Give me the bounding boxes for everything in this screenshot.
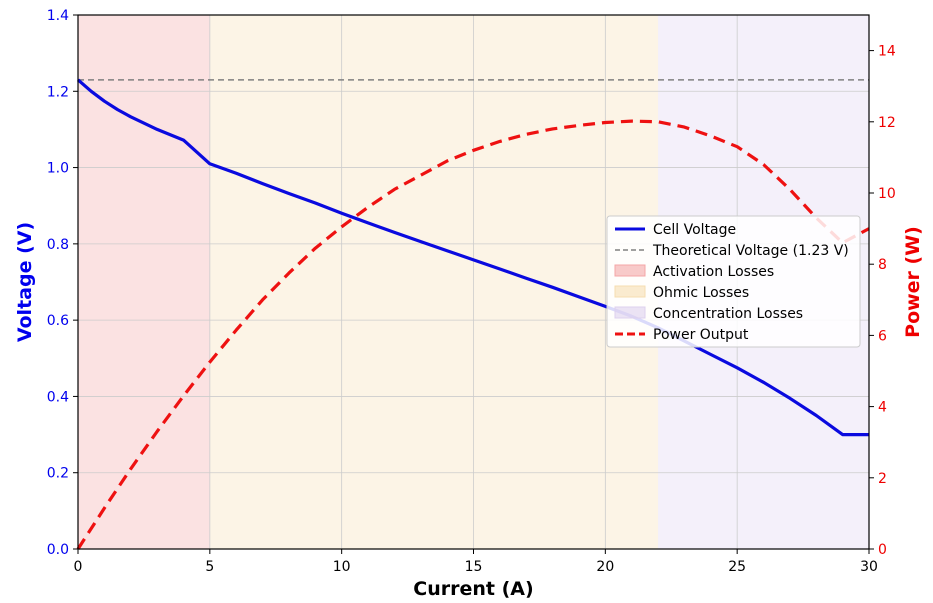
y2-tick-label: 2 bbox=[878, 471, 887, 487]
y-tick-label: 1.0 bbox=[47, 161, 69, 177]
region-ohmic-losses bbox=[209, 15, 659, 549]
series-power-output bbox=[76, 119, 870, 550]
x-tick-label: 5 bbox=[205, 559, 214, 575]
y2-tick-label: 0 bbox=[878, 542, 887, 558]
y2-tick-label: 10 bbox=[878, 186, 896, 202]
legend-entry-concentration-losses-label: Concentration Losses bbox=[653, 306, 803, 322]
y-tick-label: 0.6 bbox=[47, 313, 69, 329]
y-tick-label: 1.2 bbox=[47, 84, 69, 100]
x-tick-label: 15 bbox=[465, 559, 483, 575]
x-axis-title: Current (A) bbox=[413, 578, 533, 600]
x-tick-label: 25 bbox=[728, 559, 746, 575]
y-tick-label: 1.4 bbox=[47, 8, 69, 24]
legend-entry-theoretical-voltage-1-23-v-label: Theoretical Voltage (1.23 V) bbox=[652, 243, 849, 259]
y2-tick-label: 4 bbox=[878, 400, 887, 416]
y-tick-label: 0.4 bbox=[47, 389, 69, 405]
series-cell-voltage bbox=[76, 78, 869, 437]
x-tick-label: 0 bbox=[74, 559, 83, 575]
legend-entry-activation-losses-swatch bbox=[614, 264, 646, 277]
y2-tick-label: 12 bbox=[878, 115, 896, 131]
legend-box bbox=[606, 215, 861, 348]
y-axis-title-voltage: Voltage (V) bbox=[14, 222, 36, 342]
axis-ticks: 0 5 10 15 20 25 30 0.0 0.2 0.4 0.6 0.8 1.0 1.2 1.4 0 2 4 6… bbox=[47, 8, 896, 575]
y2-tick-label: 14 bbox=[878, 44, 896, 60]
legend-entry-activation-losses-label: Activation Losses bbox=[653, 264, 774, 280]
y2-tick-label: 6 bbox=[878, 328, 887, 344]
x-tick-label: 10 bbox=[333, 559, 351, 575]
region-activation-losses bbox=[78, 15, 210, 549]
legend-entry-ohmic-losses-label: Ohmic Losses bbox=[653, 285, 749, 301]
y-tick-label: 0.2 bbox=[47, 466, 69, 482]
legend: Cell Voltage Theoretical Voltage (1.23 V)… bbox=[606, 215, 861, 348]
x-tick-label: 20 bbox=[596, 559, 614, 575]
y-axis-title-power: Power (W) bbox=[902, 226, 924, 338]
legend-entry-power-output-label: Power Output bbox=[653, 327, 749, 343]
y-tick-label: 0.8 bbox=[47, 237, 69, 253]
data-series bbox=[76, 78, 870, 550]
legend-entry-cell-voltage-label: Cell Voltage bbox=[653, 222, 736, 238]
legend-entry-ohmic-losses-swatch bbox=[614, 285, 646, 298]
y-tick-label: 0.0 bbox=[47, 542, 69, 558]
legend-entry-concentration-losses-swatch bbox=[614, 306, 646, 319]
y2-tick-label: 8 bbox=[878, 257, 887, 273]
x-tick-label: 30 bbox=[860, 559, 878, 575]
